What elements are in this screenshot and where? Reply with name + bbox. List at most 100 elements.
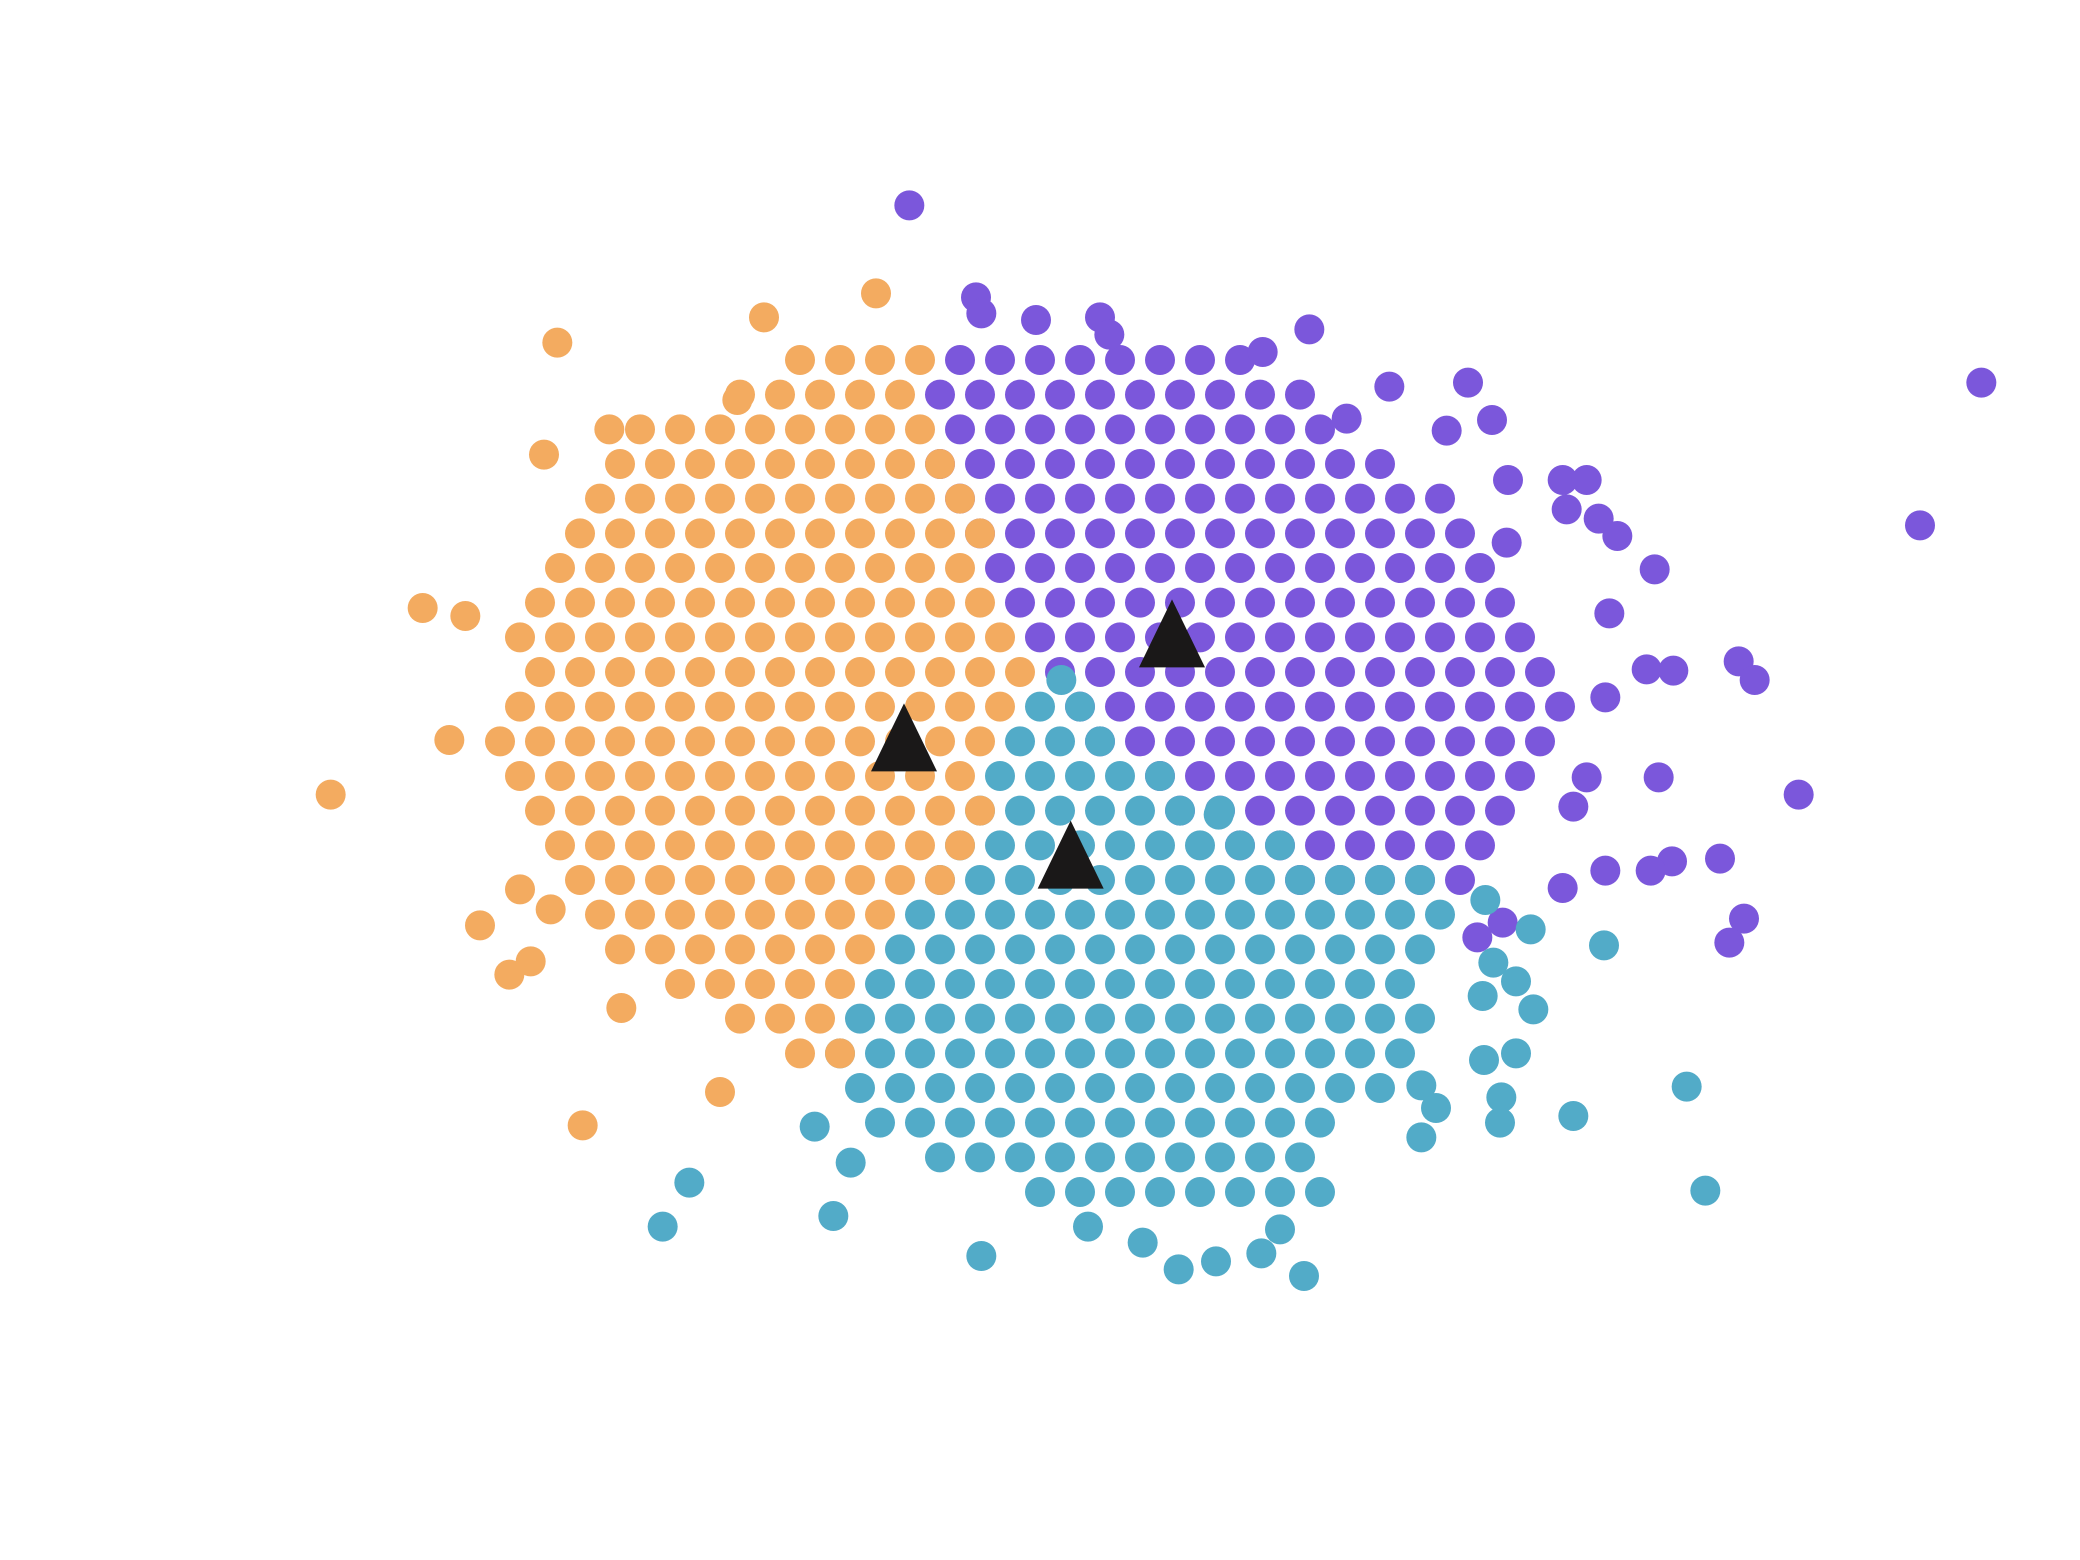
scatter-point	[985, 969, 1015, 999]
scatter-point	[1405, 865, 1435, 895]
scatter-point	[1493, 465, 1523, 495]
scatter-point	[905, 553, 935, 583]
scatter-point	[1165, 379, 1195, 410]
scatter-point	[1225, 1177, 1255, 1207]
scatter-point	[1385, 483, 1415, 514]
scatter-point	[845, 449, 875, 479]
scatter-point	[1185, 830, 1215, 861]
scatter-point	[1467, 981, 1498, 1011]
scatter-point	[1005, 1073, 1035, 1103]
scatter-point	[1729, 903, 1759, 934]
scatter-point	[1465, 761, 1495, 791]
scatter-point	[1265, 761, 1295, 791]
scatter-point	[315, 779, 346, 810]
scatter-point	[765, 657, 795, 687]
scatter-point	[805, 795, 835, 826]
scatter-point	[1385, 553, 1415, 583]
scatter-point	[785, 899, 815, 930]
scatter-point	[1571, 465, 1602, 495]
scatter-point	[1245, 865, 1275, 895]
scatter-point	[1285, 865, 1315, 895]
scatter-point	[665, 899, 695, 930]
scatter-point	[905, 483, 935, 514]
scatter-point	[765, 795, 795, 826]
scatter-point	[1305, 414, 1335, 445]
scatter-point	[1558, 791, 1589, 822]
scatter-point	[925, 934, 955, 965]
scatter-point	[1125, 934, 1155, 965]
scatter-point	[1705, 843, 1735, 874]
scatter-point	[1469, 1045, 1499, 1075]
scatter-point	[515, 946, 546, 977]
scatter-point	[685, 518, 715, 549]
scatter-point	[1125, 795, 1155, 826]
scatter-point	[1125, 379, 1155, 410]
scatter-point	[665, 553, 695, 583]
scatter-point	[1085, 587, 1115, 618]
scatter-point	[825, 969, 855, 999]
scatter-point	[1325, 518, 1355, 549]
scatter-point	[1085, 795, 1115, 826]
scatter-point	[1225, 414, 1255, 445]
scatter-point	[945, 899, 975, 930]
scatter-point	[1345, 830, 1375, 861]
scatter-point	[725, 934, 755, 965]
scatter-point	[845, 657, 875, 687]
scatter-point	[905, 1107, 935, 1138]
scatter-point	[1105, 414, 1135, 445]
scatter-point	[1085, 379, 1115, 410]
scatter-point	[985, 622, 1015, 653]
scatter-point	[1125, 1003, 1155, 1034]
scatter-point	[705, 761, 735, 791]
scatter-point	[1225, 830, 1255, 861]
scatter-point	[818, 1201, 849, 1231]
centroid-marker	[1139, 599, 1205, 668]
scatter-point	[1325, 657, 1355, 687]
scatter-point	[434, 725, 465, 755]
scatter-point	[1245, 657, 1275, 687]
scatter-point	[925, 1073, 955, 1103]
scatter-point	[1305, 622, 1335, 653]
scatter-point	[1165, 1142, 1195, 1173]
scatter-point	[894, 190, 925, 221]
scatter-point	[1265, 1107, 1295, 1138]
scatter-point	[1445, 865, 1475, 895]
scatter-point	[1105, 483, 1135, 514]
scatter-point	[494, 959, 525, 990]
scatter-point	[525, 657, 555, 687]
scatter-point	[1590, 682, 1621, 713]
scatter-point	[1105, 1038, 1135, 1069]
scatter-point	[1345, 483, 1375, 514]
scatter-point	[1405, 726, 1435, 757]
scatter-point	[1085, 518, 1115, 549]
scatter-point	[1185, 553, 1215, 583]
scatter-point	[1305, 483, 1335, 514]
scatter-point	[1205, 1142, 1235, 1173]
scatter-point	[925, 587, 955, 618]
scatter-point	[725, 1003, 755, 1034]
scatter-point	[1205, 726, 1235, 757]
scatter-point	[705, 414, 735, 445]
scatter-point	[1265, 622, 1295, 653]
scatter-point	[465, 910, 495, 941]
scatter-point	[1547, 873, 1578, 903]
scatter-point	[1425, 691, 1455, 722]
scatter-point	[865, 483, 895, 514]
scatter-point	[1185, 483, 1215, 514]
scatter-point	[605, 865, 635, 895]
scatter-point	[1385, 622, 1415, 653]
scatter-point	[865, 553, 895, 583]
scatter-point	[965, 518, 995, 549]
scatter-point	[965, 379, 995, 410]
scatter-point	[945, 761, 975, 791]
scatter-point	[1594, 598, 1625, 629]
scatter-point	[1658, 655, 1689, 686]
scatter-point	[1025, 691, 1055, 722]
scatter-point	[825, 899, 855, 930]
scatter-point	[1045, 379, 1075, 410]
scatter-point	[845, 587, 875, 618]
scatter-point	[1085, 726, 1115, 757]
scatter-point	[945, 691, 975, 722]
scatter-point	[1265, 969, 1295, 999]
scatter-point	[665, 483, 695, 514]
